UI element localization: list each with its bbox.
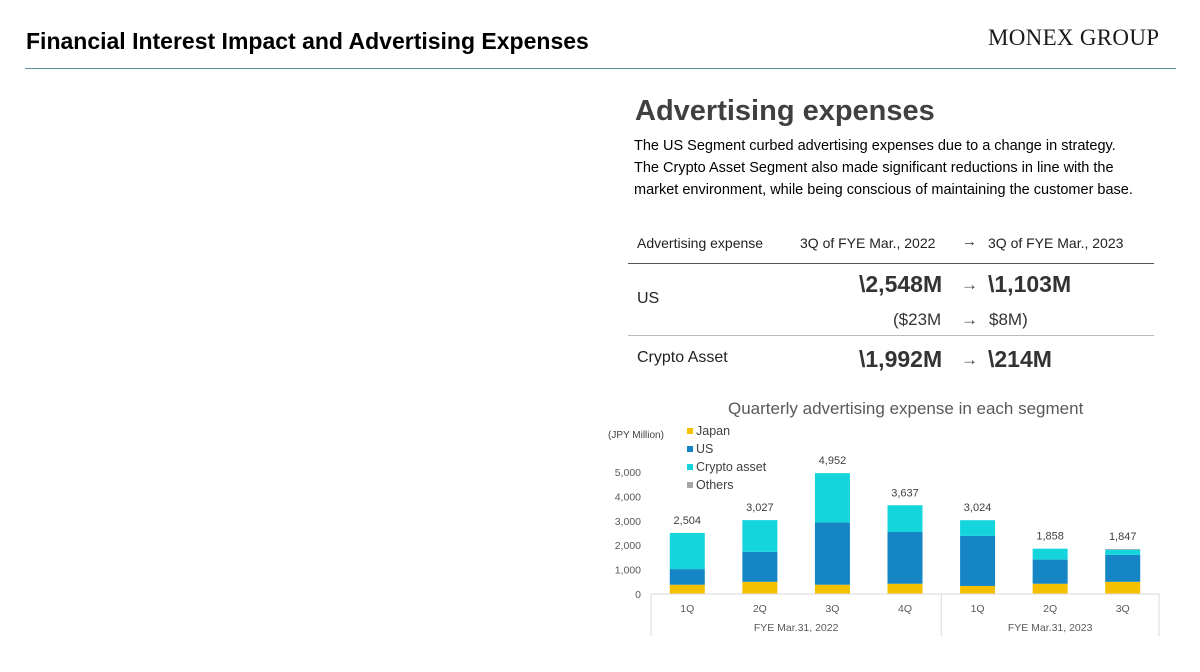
bar-segment	[1032, 583, 1068, 594]
bar-segment	[960, 520, 996, 536]
y-tick-label: 2,000	[615, 540, 641, 552]
chart-title: Quarterly advertising expense in each se…	[728, 399, 1084, 418]
bar-segment	[887, 583, 923, 594]
description-line: The US Segment curbed advertising expens…	[634, 138, 1116, 154]
section-description: The US Segment curbed advertising expens…	[634, 135, 1174, 201]
total-data-label: 1,858	[1036, 531, 1064, 543]
us-to-value: \1,103M	[988, 271, 1072, 297]
total-data-label: 3,027	[746, 502, 774, 514]
bar-segment	[814, 522, 850, 585]
bar-segment	[1105, 581, 1141, 594]
bar-segment	[960, 535, 996, 586]
bar-segment	[742, 551, 778, 582]
x-tick-label: 4Q	[898, 603, 912, 615]
y-tick-label: 3,000	[615, 516, 641, 528]
table-header-prior: 3Q of FYE Mar., 2022	[800, 235, 936, 251]
bar-segment	[887, 532, 923, 584]
total-data-label: 4,952	[819, 455, 847, 467]
bar-segment	[669, 532, 705, 570]
bar-segment	[669, 569, 705, 585]
y-axis-unit-label: (JPY Million)	[608, 430, 664, 441]
bar-segment	[1105, 554, 1141, 582]
bar-segment	[1105, 548, 1141, 550]
group-label: FYE Mar.31, 2022	[754, 622, 839, 634]
table-header-current: 3Q of FYE Mar., 2023	[988, 235, 1124, 251]
bar-segment	[814, 473, 850, 523]
table-rule-mid	[628, 335, 1154, 336]
y-tick-label: 4,000	[615, 491, 641, 503]
total-data-label: 3,024	[964, 502, 992, 514]
legend-swatch	[687, 446, 693, 452]
us-from-value: \2,548M	[859, 271, 943, 297]
us-to-usd: $8M)	[989, 310, 1028, 329]
description-line: The Crypto Asset Segment also made signi…	[634, 160, 1114, 176]
bar-segment	[887, 505, 923, 533]
total-data-label: 2,504	[674, 515, 702, 527]
table-rule-top	[628, 263, 1154, 264]
legend-label: Others	[696, 478, 734, 492]
page-title: Financial Interest Impact and Advertisin…	[26, 28, 589, 54]
x-tick-label: 1Q	[971, 603, 985, 615]
total-data-label: 1,847	[1109, 531, 1137, 543]
us-arrow: →	[961, 275, 978, 294]
x-tick-label: 3Q	[825, 603, 839, 615]
bar-segment	[669, 584, 705, 594]
total-data-label: 3,637	[891, 487, 919, 499]
table-header-arrow: →	[962, 233, 977, 250]
legend-label: Crypto asset	[696, 460, 767, 474]
crypto-arrow: →	[961, 350, 978, 369]
x-tick-label: 2Q	[753, 603, 767, 615]
bar-segment	[814, 584, 850, 594]
bar-segment	[1032, 548, 1068, 560]
row-label-us: US	[637, 290, 660, 307]
bar-segment	[960, 585, 996, 594]
row-label-crypto: Crypto Asset	[637, 349, 728, 366]
description-line: market environment, while being consciou…	[634, 182, 1133, 198]
legend-swatch	[687, 428, 693, 434]
header-divider	[25, 68, 1176, 69]
y-tick-label: 5,000	[615, 467, 641, 479]
group-label: FYE Mar.31, 2023	[1008, 622, 1093, 634]
table-header-expense: Advertising expense	[637, 235, 764, 251]
section-title: Advertising expenses	[635, 95, 935, 127]
advertising-expense-chart: 0 1,000 2,000 3,000 4,000 5,000 (JPY Million) 2…	[608, 424, 1160, 636]
legend-swatch	[687, 482, 693, 488]
us-from-usd: ($23M	[893, 310, 942, 329]
x-tick-label: 1Q	[680, 603, 694, 615]
brand-logo: MONEX GROUP	[988, 25, 1160, 50]
bar-segment	[742, 581, 778, 594]
crypto-to-value: \214M	[988, 346, 1052, 372]
legend-swatch	[687, 464, 693, 470]
legend-label: Japan	[696, 424, 730, 438]
bar-segment	[742, 520, 778, 552]
us-usd-arrow: →	[961, 310, 978, 329]
x-tick-label: 2Q	[1043, 603, 1057, 615]
y-tick-label: 0	[635, 589, 641, 601]
y-tick-label: 1,000	[615, 565, 641, 577]
x-tick-label: 3Q	[1116, 603, 1130, 615]
crypto-from-value: \1,992M	[859, 346, 943, 372]
legend-label: US	[696, 442, 713, 456]
bar-segment	[1105, 549, 1141, 555]
bar-segment	[1032, 559, 1068, 584]
